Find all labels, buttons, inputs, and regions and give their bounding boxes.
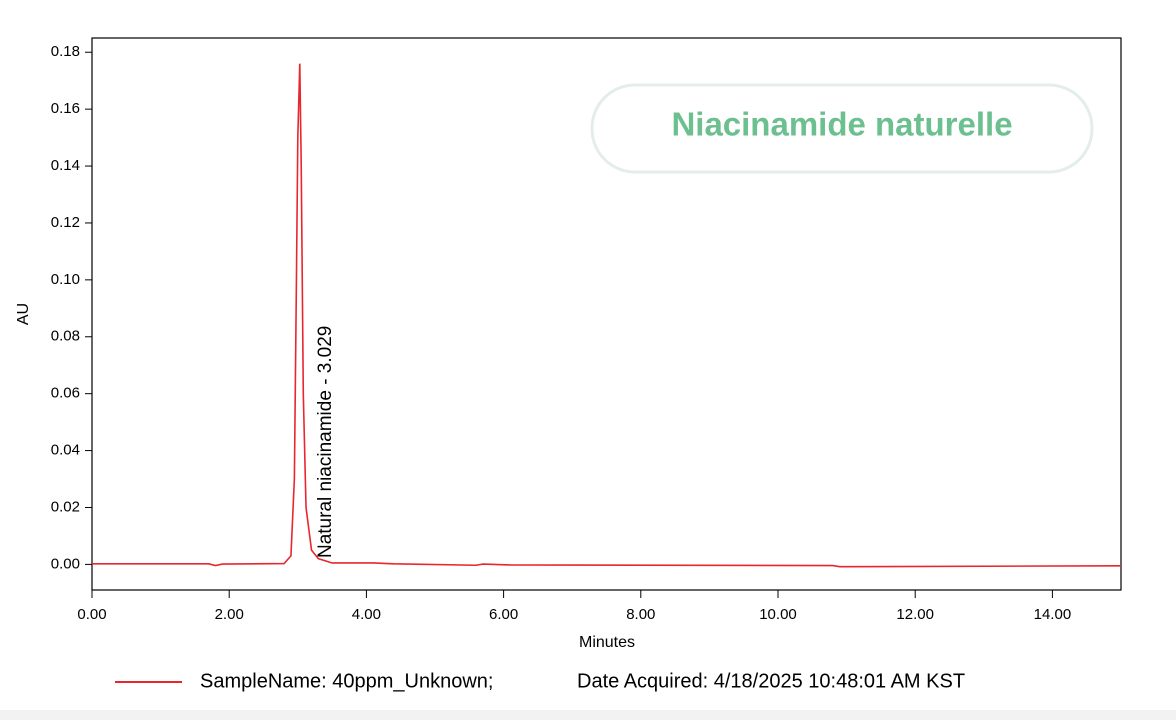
y-tick-label: 0.16	[51, 100, 80, 117]
x-tick-label: 10.00	[759, 606, 797, 623]
y-tick-label: 0.10	[51, 271, 80, 288]
x-tick-label: 14.00	[1034, 606, 1072, 623]
y-tick-label: 0.12	[51, 214, 80, 231]
y-tick-label: 0.08	[51, 328, 80, 345]
x-tick-label: 0.00	[77, 606, 106, 623]
title-badge	[590, 83, 1094, 174]
y-tick-label: 0.14	[51, 157, 80, 174]
y-tick-label: 0.00	[51, 555, 80, 572]
x-tick-label: 8.00	[626, 606, 655, 623]
peak-annotation: Natural niacinamide - 3.029	[315, 326, 336, 558]
x-tick-label: 12.00	[896, 606, 934, 623]
x-tick-label: 4.00	[352, 606, 381, 623]
chart-title: Niacinamide naturelle	[671, 106, 1012, 143]
y-tick-label: 0.02	[51, 498, 80, 515]
y-tick-label: 0.06	[51, 385, 80, 402]
y-axis-title: AU	[15, 303, 32, 325]
y-tick-label: 0.04	[51, 442, 80, 459]
x-tick-label: 2.00	[215, 606, 244, 623]
x-tick-label: 6.00	[489, 606, 518, 623]
data-line	[92, 63, 1122, 568]
legend-label: SampleName: 40ppm_Unknown;	[200, 670, 494, 692]
plot-frame	[91, 37, 1122, 591]
bottom-strip	[0, 710, 1176, 720]
legend-note: Date Acquired: 4/18/2025 10:48:01 AM KST	[577, 670, 965, 692]
x-axis-title: Minutes	[579, 634, 635, 651]
y-tick-label: 0.18	[51, 43, 80, 60]
